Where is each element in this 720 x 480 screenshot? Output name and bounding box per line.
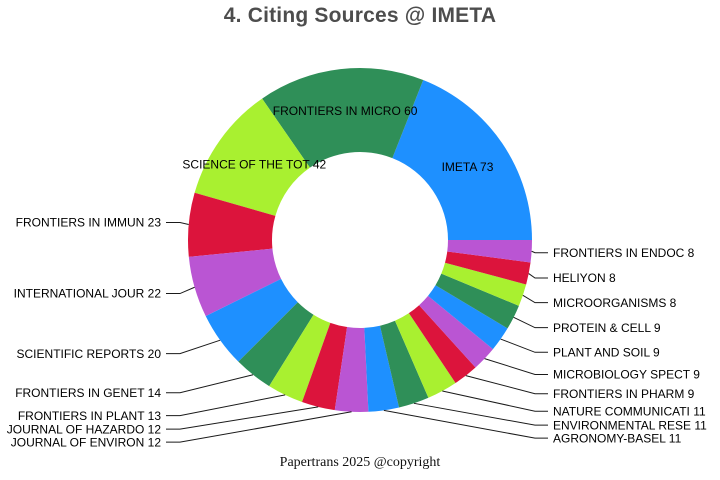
leader-line: [166, 411, 352, 443]
segment-label-outside: JOURNAL OF ENVIRON 12: [11, 435, 162, 449]
segment-label-outside: HELIYON 8: [553, 271, 616, 285]
donut-segment-agronomy-basel[interactable]: [364, 325, 400, 412]
leader-line: [528, 273, 548, 279]
leader-line: [166, 406, 319, 430]
segment-label-inside: IMETA 73: [442, 160, 494, 174]
segment-label-outside: INTERNATIONAL JOUR 22: [14, 287, 162, 301]
donut-segment-science-of-the-tot[interactable]: [194, 98, 310, 216]
segment-label-inside: SCIENCE OF THE TOT 42: [182, 157, 326, 171]
segment-label-outside: JOURNAL OF HAZARDO 12: [7, 422, 162, 436]
leader-line: [465, 375, 548, 395]
leader-line: [166, 394, 286, 417]
copyright-footer: Papertrans 2025 @copyright: [279, 455, 441, 470]
donut-segment-frontiers-in-genet[interactable]: [238, 302, 314, 387]
donut-segment-international-jour[interactable]: [188, 248, 282, 317]
segment-label-outside: ENVIRONMENTAL RESE 11: [553, 418, 707, 432]
leader-line: [484, 358, 548, 375]
leader-line: [166, 339, 221, 355]
donut-segment-microorganisms[interactable]: [441, 262, 527, 306]
leader-line: [166, 286, 195, 295]
donut-segment-environmental-rese[interactable]: [379, 320, 429, 408]
chart-title: 4. Citing Sources @ IMETA: [223, 4, 497, 27]
segment-label-outside: FRONTIERS IN PHARM 9: [553, 387, 695, 401]
segment-label-outside: FRONTIERS IN ENDOC 8: [553, 246, 695, 260]
leader-line: [513, 316, 548, 329]
segment-label-outside: AGRONOMY-BASEL 11: [553, 431, 682, 445]
leader-line: [383, 409, 548, 439]
leader-line: [166, 374, 254, 394]
donut-segment-frontiers-in-immun[interactable]: [188, 192, 276, 257]
segment-label-inside: FRONTIERS IN MICRO 60: [273, 104, 418, 118]
donut-segment-nature-communicati[interactable]: [395, 313, 456, 398]
segment-label-outside: FRONTIERS IN IMMUN 23: [16, 216, 162, 230]
donut-segment-plant-and-soil[interactable]: [428, 285, 508, 350]
donut-segment-imeta[interactable]: [392, 80, 532, 240]
segment-label-outside: MICROBIOLOGY SPECT 9: [553, 368, 700, 382]
donut-segment-frontiers-in-plant[interactable]: [269, 314, 331, 402]
donut-segment-heliyon[interactable]: [445, 251, 531, 285]
leader-line: [413, 402, 548, 426]
leader-line: [531, 250, 548, 254]
leader-line: [442, 390, 548, 412]
donut-segment-frontiers-in-pharm[interactable]: [408, 305, 476, 384]
donut-segment-journal-of-environ[interactable]: [334, 327, 369, 412]
segment-label-outside: PROTEIN & CELL 9: [553, 321, 661, 335]
donut-segment-protein-cell[interactable]: [435, 273, 519, 329]
donut-segment-microbiology-spect[interactable]: [419, 295, 493, 368]
segment-label-outside: SCIENTIFIC REPORTS 20: [17, 347, 162, 361]
leader-line: [166, 221, 189, 226]
segment-label-outside: FRONTIERS IN PLANT 13: [18, 409, 161, 423]
segment-label-outside: MICROORGANISMS 8: [553, 296, 677, 310]
leader-line: [500, 338, 548, 353]
donut-segment-frontiers-in-endoc[interactable]: [447, 240, 532, 263]
segment-label-outside: PLANT AND SOIL 9: [553, 345, 660, 359]
segment-label-outside: NATURE COMMUNICATI 11: [553, 404, 706, 418]
donut-segment-journal-of-hazardo[interactable]: [302, 322, 348, 411]
segment-label-outside: FRONTIERS IN GENET 14: [15, 386, 161, 400]
donut-segment-scientific-reports[interactable]: [205, 278, 298, 362]
leader-line: [522, 294, 548, 304]
donut-segment-frontiers-in-micro[interactable]: [262, 68, 424, 168]
